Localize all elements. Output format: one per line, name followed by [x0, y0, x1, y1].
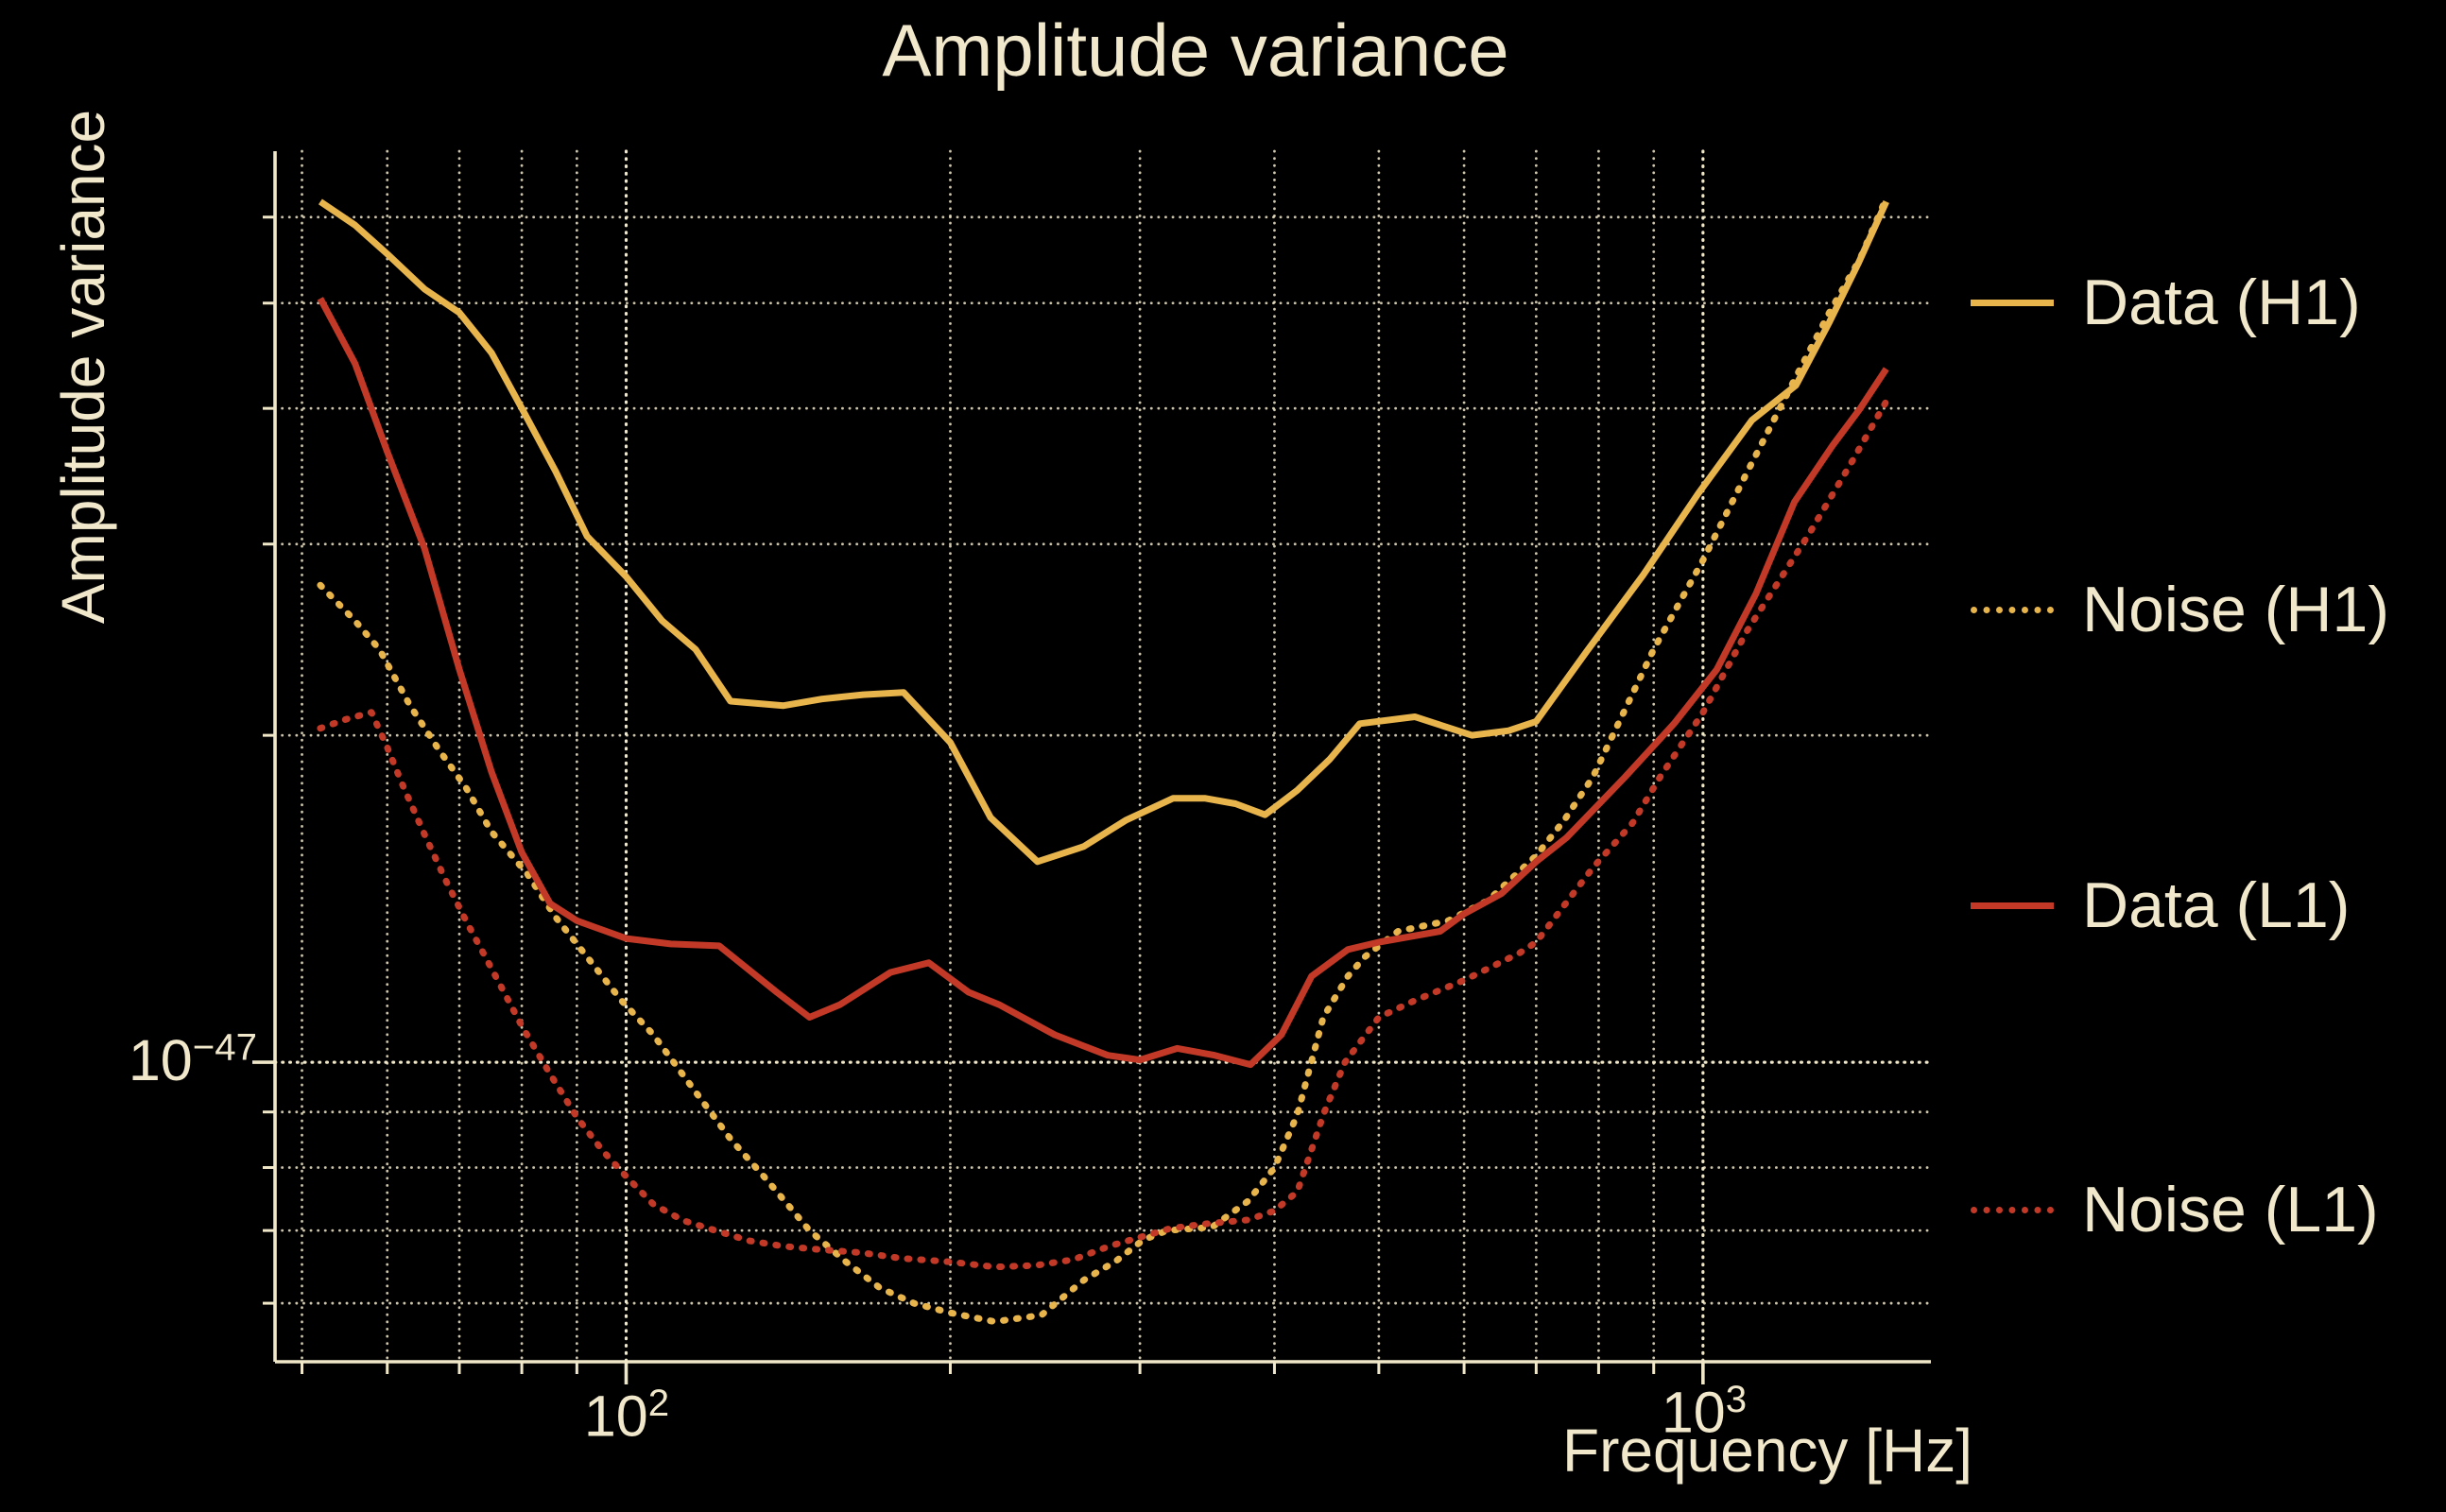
noise-l1-line-swatch: [1971, 1206, 2054, 1213]
legend-label: Noise (H1): [2082, 574, 2389, 645]
chart-title: Amplitude variance: [882, 9, 1509, 92]
legend-item-noise-l1: Noise (L1): [1971, 1170, 2379, 1249]
legend-label: Data (H1): [2082, 266, 2361, 338]
x-axis-label: Frequency [Hz]: [1562, 1417, 1972, 1485]
legend-label: Data (L1): [2082, 869, 2351, 941]
data-l1-line-swatch: [1971, 902, 2054, 909]
x-tick-label-100: 102: [583, 1382, 670, 1449]
x-tick-label-1000: 103: [1661, 1378, 1748, 1445]
legend-item-data-l1: Data (L1): [1971, 866, 2350, 945]
noise-h1-line-swatch: [1971, 606, 2054, 613]
legend-item-noise-h1: Noise (H1): [1971, 570, 2389, 649]
data-h1-line-swatch: [1971, 299, 2054, 306]
legend-item-data-h1: Data (H1): [1971, 263, 2361, 342]
legend-label: Noise (L1): [2082, 1174, 2379, 1246]
y-tick-label-1e-47: 10−47: [128, 1025, 257, 1092]
y-axis-label: Amplitude variance: [49, 109, 117, 625]
